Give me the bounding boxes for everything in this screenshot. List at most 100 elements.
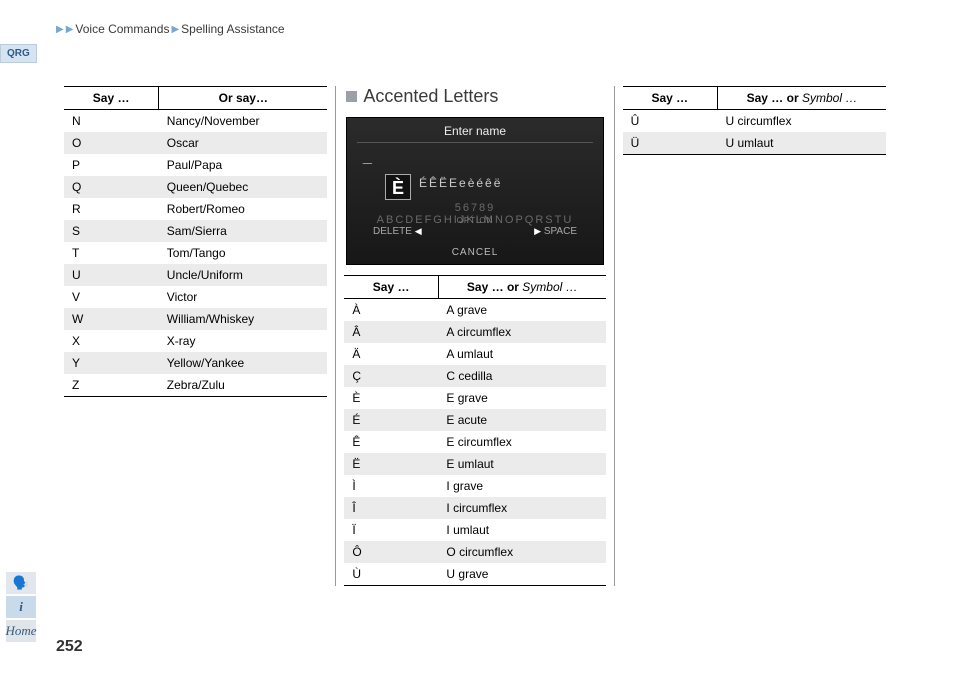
table-row: PPaul/Papa [64, 154, 327, 176]
cell-value: Nancy/November [159, 110, 328, 133]
cell-value: Zebra/Zulu [159, 374, 328, 397]
table-row: ÀA grave [344, 299, 605, 322]
cell-key: Ï [344, 519, 438, 541]
device-rule [357, 142, 593, 143]
cell-value: Robert/Romeo [159, 198, 328, 220]
col-header-orsay: Or say… [159, 87, 328, 110]
cell-key: N [64, 110, 159, 133]
cell-key: T [64, 242, 159, 264]
table-row: ÈE grave [344, 387, 605, 409]
voice-icon[interactable]: 🗣️ [6, 572, 36, 594]
table-row: ËE umlaut [344, 453, 605, 475]
device-cancel: CANCEL [347, 247, 603, 258]
cell-value: I grave [438, 475, 605, 497]
cell-key: P [64, 154, 159, 176]
cell-key: W [64, 308, 159, 330]
left-tri-icon: ◀ [415, 226, 422, 236]
cell-key: Â [344, 321, 438, 343]
breadcrumb-part: Voice Commands [75, 22, 169, 36]
accented-table-b: Say … Say … or Symbol … ÛU circumflexÜU … [623, 86, 886, 155]
table-row: YYellow/Yankee [64, 352, 327, 374]
col-header-say: Say … [623, 87, 718, 110]
device-cursor: _ [363, 148, 372, 166]
cell-key: È [344, 387, 438, 409]
cell-key: O [64, 132, 159, 154]
table-row: ÇC cedilla [344, 365, 605, 387]
table-row: NNancy/November [64, 110, 327, 133]
cell-value: E acute [438, 409, 605, 431]
cell-value: Yellow/Yankee [159, 352, 328, 374]
cell-value: X-ray [159, 330, 328, 352]
page-number: 252 [56, 638, 83, 656]
table-row: ÎI circumflex [344, 497, 605, 519]
table-row: ÉE acute [344, 409, 605, 431]
table-row: ÏI umlaut [344, 519, 605, 541]
device-delete: DELETE ◀ [373, 226, 422, 237]
cell-value: I umlaut [438, 519, 605, 541]
table-row: ÙU grave [344, 563, 605, 586]
cell-key: Ù [344, 563, 438, 586]
col-header-say: Say … [64, 87, 159, 110]
qrg-tab[interactable]: QRG [0, 44, 37, 63]
breadcrumb-part: Spelling Assistance [181, 22, 284, 36]
table-row: UUncle/Uniform [64, 264, 327, 286]
device-accent-row: ÉÊËEeèéêë [419, 176, 502, 190]
col-header-say: Say … [344, 276, 438, 299]
cell-key: R [64, 198, 159, 220]
cell-value: A circumflex [438, 321, 605, 343]
cell-value: William/Whiskey [159, 308, 328, 330]
col-header-sayor: Say … or Symbol … [717, 87, 886, 110]
cell-key: Ç [344, 365, 438, 387]
device-space: ▶ SPACE [534, 226, 577, 237]
cell-key: Q [64, 176, 159, 198]
cell-value: C cedilla [438, 365, 605, 387]
cell-value: U circumflex [717, 110, 886, 133]
cell-value: U umlaut [717, 132, 886, 155]
cell-value: U grave [438, 563, 605, 586]
cell-value: A umlaut [438, 343, 605, 365]
table-row: OOscar [64, 132, 327, 154]
phonetic-table: Say … Or say… NNancy/NovemberOOscarPPaul… [64, 86, 327, 397]
cell-key: Î [344, 497, 438, 519]
table-row: VVictor [64, 286, 327, 308]
cell-value: Oscar [159, 132, 328, 154]
square-bullet-icon [346, 91, 357, 102]
cell-key: X [64, 330, 159, 352]
cell-key: Y [64, 352, 159, 374]
cell-key: Ì [344, 475, 438, 497]
cell-key: U [64, 264, 159, 286]
cell-key: É [344, 409, 438, 431]
table-row: SSam/Sierra [64, 220, 327, 242]
cell-key: Ë [344, 453, 438, 475]
info-icon[interactable]: i [6, 596, 36, 618]
accented-table-a: Say … Say … or Symbol … ÀA graveÂA circu… [344, 275, 605, 586]
cell-value: E circumflex [438, 431, 605, 453]
table-row: ÊE circumflex [344, 431, 605, 453]
cell-key: Ä [344, 343, 438, 365]
cell-key: Ü [623, 132, 718, 155]
cell-key: Z [64, 374, 159, 397]
cell-value: E grave [438, 387, 605, 409]
cell-value: Sam/Sierra [159, 220, 328, 242]
cell-key: S [64, 220, 159, 242]
cell-value: Victor [159, 286, 328, 308]
cell-key: Û [623, 110, 718, 133]
cell-value: Queen/Quebec [159, 176, 328, 198]
device-selected-letter: È [385, 174, 411, 200]
cell-value: A grave [438, 299, 605, 322]
cell-value: O circumflex [438, 541, 605, 563]
right-tri-icon: ▶ [534, 226, 541, 236]
cell-key: À [344, 299, 438, 322]
cell-value: I circumflex [438, 497, 605, 519]
table-row: ÔO circumflex [344, 541, 605, 563]
cell-value: Tom/Tango [159, 242, 328, 264]
device-title: Enter name [347, 124, 603, 138]
table-row: QQueen/Quebec [64, 176, 327, 198]
device-option-label: OPTION [347, 216, 603, 225]
table-row: ÄA umlaut [344, 343, 605, 365]
table-row: XX-ray [64, 330, 327, 352]
col-header-sayor: Say … or Symbol … [438, 276, 605, 299]
table-row: RRobert/Romeo [64, 198, 327, 220]
table-row: ÌI grave [344, 475, 605, 497]
home-icon[interactable]: Home [6, 620, 36, 642]
